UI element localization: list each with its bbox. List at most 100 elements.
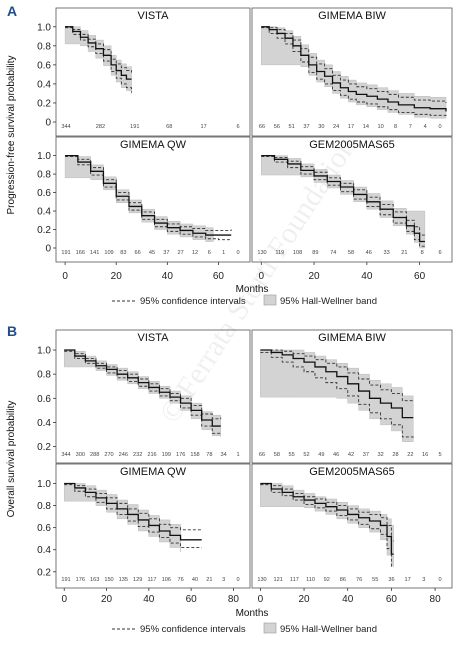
- y-tick-label: 0.4: [37, 545, 51, 556]
- at-risk-value: 8: [421, 250, 424, 256]
- at-risk-value: 166: [76, 250, 85, 256]
- at-risk-value: 108: [293, 250, 302, 256]
- at-risk-value: 5: [438, 452, 441, 458]
- at-risk-value: 191: [61, 250, 70, 256]
- hall-wellner-band: [260, 483, 394, 567]
- subplot-gimema-qw: GIMEMA QW 0.2 0.4 0.6 0.8 1.0 191 176 163 150 135 1…: [37, 463, 251, 605]
- at-risk-value: 176: [76, 577, 85, 583]
- at-risk-value: 24: [333, 124, 339, 130]
- x-tick-label: 20: [111, 271, 123, 282]
- at-risk-value: 68: [166, 124, 172, 130]
- at-risk-value: 17: [200, 124, 206, 130]
- at-risk-value: 46: [333, 452, 339, 458]
- at-risk-value: 109: [104, 250, 113, 256]
- at-risk-value: 33: [383, 250, 389, 256]
- at-risk-value: 232: [133, 452, 142, 458]
- at-risk-value: 6: [208, 250, 211, 256]
- y-tick-label: 0.6: [37, 394, 51, 405]
- at-risk-value: 37: [363, 452, 369, 458]
- at-risk-value: 86: [340, 577, 346, 583]
- ci-upper-line: [261, 26, 447, 103]
- legend-band-label: 95% Hall-Wellner band: [280, 624, 377, 635]
- survival-estimate-line: [64, 349, 221, 427]
- at-risk-value: 3: [222, 577, 225, 583]
- subplot-title: VISTA: [138, 332, 170, 344]
- subplot-title: GIMEMA QW: [120, 466, 187, 478]
- at-risk-value: 130: [257, 250, 266, 256]
- subplot-gimema-biw: GIMEMA BIW 66 58 55 52 49 46 42 37 32 28 22 16 5: [251, 329, 453, 464]
- x-tick-label: 60: [186, 594, 198, 605]
- at-risk-value: 32: [378, 452, 384, 458]
- at-risk-value: 121: [274, 577, 283, 583]
- at-risk-value: 117: [148, 577, 157, 583]
- at-risk-value: 282: [96, 124, 105, 130]
- x-tick-label: 60: [386, 594, 398, 605]
- at-risk-value: 300: [76, 452, 85, 458]
- at-risk-value: 76: [356, 577, 362, 583]
- x-tick-label: 40: [361, 271, 373, 282]
- survival-estimate-line: [64, 482, 202, 541]
- at-risk-value: 288: [90, 452, 99, 458]
- panel-a: A Progression-free survival probability VI…: [6, 3, 453, 307]
- legend-band-swatch: [263, 294, 277, 306]
- subplot-vista: VISTA 0.2 0.4 0.6 0.8 1.0 344 300 288 270 246 232 21…: [37, 329, 251, 464]
- y-tick-label: 0.2: [37, 98, 51, 109]
- legend: 95% confidence intervals 95% Hall-Wellner…: [112, 622, 377, 635]
- y-tick-label: 0.4: [37, 207, 51, 218]
- at-risk-value: 66: [259, 124, 265, 130]
- subplot-title: VISTA: [138, 10, 170, 22]
- survival-estimate-line: [65, 154, 232, 236]
- at-risk-value: 27: [178, 250, 184, 256]
- at-risk-value: 78: [206, 452, 212, 458]
- hall-wellner-band: [64, 26, 132, 94]
- at-risk-value: 246: [119, 452, 128, 458]
- at-risk-value: 42: [348, 452, 354, 458]
- at-risk-value: 216: [147, 452, 156, 458]
- x-tick-label: 20: [101, 594, 113, 605]
- plot-frame: [55, 136, 251, 263]
- ci-lower-line: [261, 156, 425, 247]
- at-risk-value: 45: [149, 250, 155, 256]
- y-tick-label: 0: [45, 118, 51, 129]
- at-risk-value: 37: [303, 124, 309, 130]
- panel-letter: B: [7, 323, 17, 339]
- at-risk-value: 55: [289, 452, 295, 458]
- survival-estimate-line: [65, 26, 132, 80]
- at-risk-value: 17: [348, 124, 354, 130]
- at-risk-value: 6: [236, 124, 239, 130]
- at-risk-value: 21: [401, 250, 407, 256]
- at-risk-value: 58: [274, 452, 280, 458]
- at-risk-value: 66: [259, 452, 265, 458]
- at-risk-value: 22: [407, 452, 413, 458]
- at-risk-value: 199: [162, 452, 171, 458]
- at-risk-value: 4: [424, 124, 427, 130]
- legend-ci-label: 95% confidence intervals: [140, 624, 246, 635]
- plot-frame: [251, 463, 453, 589]
- survival-estimate-line: [261, 26, 447, 112]
- at-risk-value: 117: [290, 577, 299, 583]
- x-tick-label: 40: [162, 271, 174, 282]
- hall-wellner-band: [64, 155, 214, 242]
- at-risk-value: 1: [222, 250, 225, 256]
- y-tick-label: 0.8: [37, 41, 51, 52]
- x-tick-label: 80: [430, 594, 442, 605]
- subplot-gem2005mas65: GEM2005MAS65 130 121 117 110 92 86 76 55 36 17 3 0 0 2…: [251, 463, 453, 605]
- x-tick-label: 0: [61, 594, 67, 605]
- at-risk-value: 344: [61, 124, 70, 130]
- at-risk-value: 3: [422, 577, 425, 583]
- hall-wellner-band: [261, 26, 447, 119]
- at-risk-value: 58: [348, 250, 354, 256]
- at-risk-value: 17: [405, 577, 411, 583]
- at-risk-value: 0: [438, 577, 441, 583]
- at-risk-value: 66: [135, 250, 141, 256]
- y-axis-label: Overall survival probability: [6, 401, 17, 518]
- plot-frame: [55, 463, 251, 589]
- y-tick-label: 0.4: [37, 79, 51, 90]
- subplot-title: GIMEMA BIW: [318, 332, 386, 344]
- at-risk-value: 7: [409, 124, 412, 130]
- at-risk-value: 6: [438, 250, 441, 256]
- x-axis-label: Months: [236, 608, 269, 619]
- survival-estimate-line: [260, 482, 394, 555]
- at-risk-value: 130: [257, 577, 266, 583]
